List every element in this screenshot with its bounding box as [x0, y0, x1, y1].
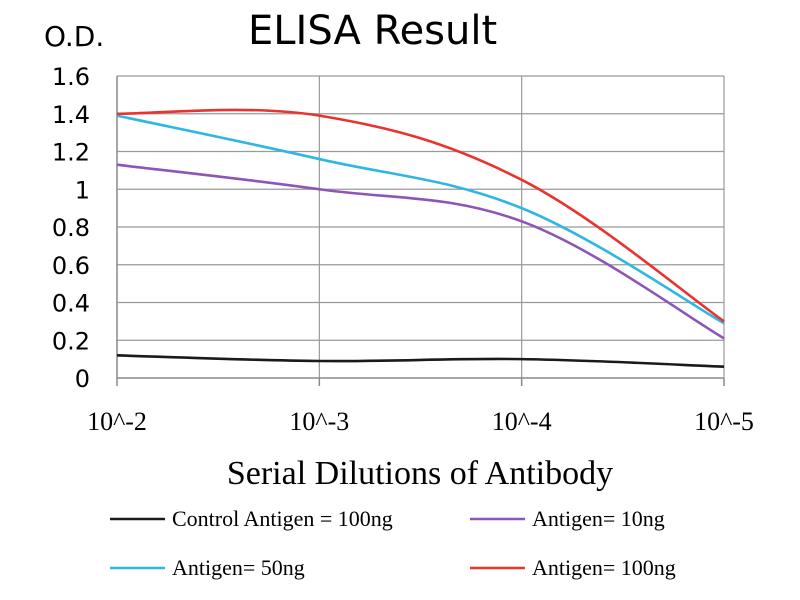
series-line: [116, 354, 725, 368]
y-tick-label: 1.4: [52, 101, 90, 129]
series-lines: [116, 108, 725, 368]
x-tick-label: 10^-3: [289, 407, 349, 436]
legend-label: Antigen= 50ng: [172, 555, 305, 580]
y-tick-label: 0.2: [52, 327, 90, 355]
legend: Control Antigen = 100ng Antigen= 10ng Anti…: [110, 506, 676, 580]
x-tick-label: 10^-5: [694, 407, 754, 436]
axes: [116, 76, 725, 386]
y-tick-label: 1.6: [52, 63, 90, 91]
chart-title: ELISA Result: [248, 8, 497, 54]
legend-label: Control Antigen = 100ng: [172, 506, 393, 531]
y-tick-label: 1.2: [52, 139, 90, 167]
y-tick-labels: 0 0.2 0.4 0.6 0.8 1 1.2 1.4 1.6: [52, 63, 90, 393]
y-tick-label: 1: [75, 176, 90, 204]
legend-label: Antigen= 100ng: [532, 555, 676, 580]
legend-label: Antigen= 10ng: [532, 506, 665, 531]
series-line: [116, 114, 725, 325]
y-axis-label: O.D.: [44, 20, 104, 53]
series-line: [116, 163, 725, 340]
x-tick-label: 10^-4: [492, 407, 552, 436]
y-tick-label: 0.4: [52, 290, 90, 318]
y-tick-label: 0.8: [52, 214, 90, 242]
gridlines: [117, 75, 725, 378]
x-tick-label: 10^-2: [87, 407, 147, 436]
y-tick-label: 0: [75, 365, 90, 393]
y-tick-label: 0.6: [52, 252, 90, 280]
x-tick-labels: 10^-2 10^-3 10^-4 10^-5: [87, 407, 754, 436]
x-axis-label: Serial Dilutions of Antibody: [227, 455, 613, 492]
series-line: [116, 108, 725, 323]
